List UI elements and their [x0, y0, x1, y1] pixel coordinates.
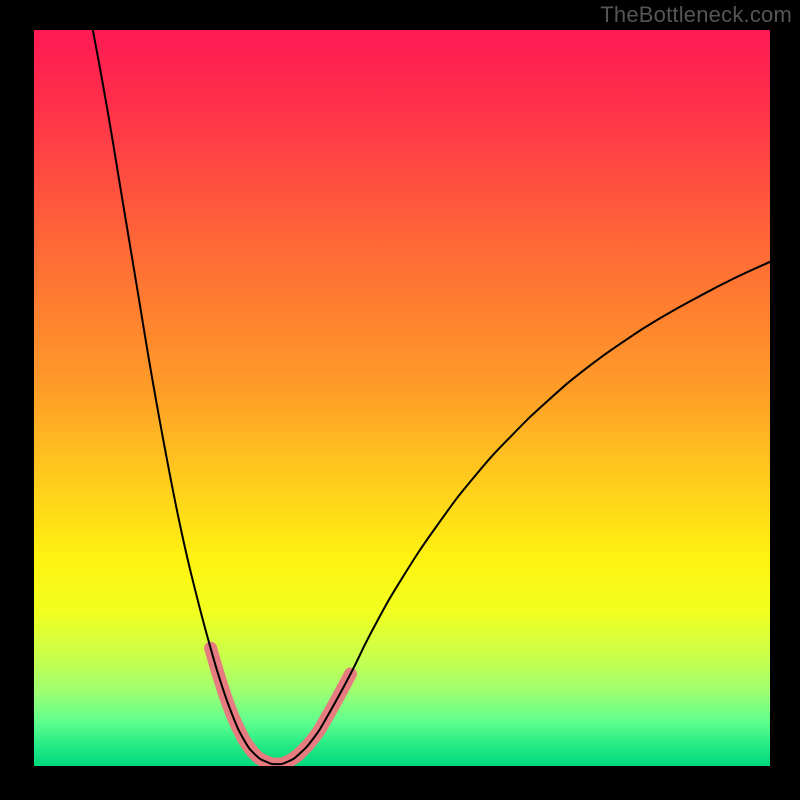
chart-svg — [34, 30, 770, 766]
watermark-text: TheBottleneck.com — [600, 2, 792, 28]
chart-frame: TheBottleneck.com — [0, 0, 800, 800]
gradient-background — [34, 30, 770, 766]
plot-area — [34, 30, 770, 766]
